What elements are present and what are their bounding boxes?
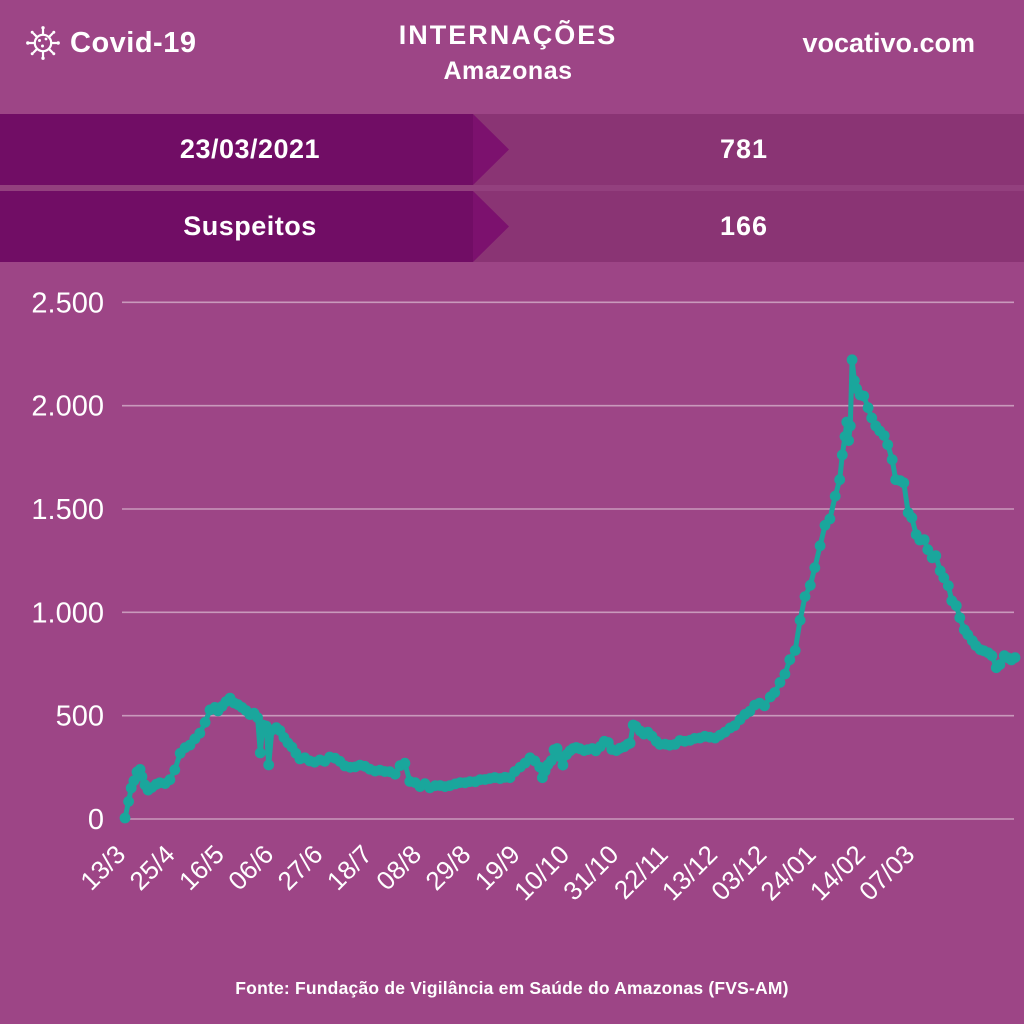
x-tick-label: 29/8 [419,839,476,896]
data-point [866,412,878,424]
data-point [128,775,140,787]
data-point [119,812,131,824]
data-point [994,659,1006,670]
covid-logo: Covid-19 [24,24,196,62]
x-tick-label: 24/01 [754,839,821,906]
data-point [199,716,211,728]
header: Covid-19 INTERNAÇÕES Amazonas vocativo.c… [0,0,1024,113]
data-point [263,759,275,771]
x-tick-label: 31/10 [557,839,624,906]
data-point [829,490,841,502]
data-point [254,747,266,759]
data-point [906,512,918,524]
x-tick-label: 22/11 [608,839,674,905]
x-tick-label: 06/6 [222,839,279,896]
data-point [862,402,874,414]
data-point [557,759,569,771]
data-point [814,540,826,552]
data-point [930,550,942,562]
data-point [769,687,781,698]
data-point [774,677,786,688]
data-point [844,420,856,432]
y-tick-label: 0 [88,804,104,836]
info-row-value: 166 [719,211,769,241]
x-tick-label: 08/8 [370,839,427,896]
data-point [824,513,836,525]
info-row-date: 23/03/2021 781 [0,114,1024,185]
footer: Fonte: Fundação de Vigilância em Saúde d… [0,978,1024,999]
data-point [794,614,806,626]
title-block: INTERNAÇÕES Amazonas [312,20,704,86]
data-point [799,591,811,602]
y-tick-label: 1.000 [31,597,104,629]
x-tick-label: 14/02 [804,839,871,906]
data-point [878,430,890,441]
virus-icon [26,26,60,60]
data-point [846,354,858,366]
x-tick-label: 13/3 [74,839,131,896]
data-point [399,757,411,769]
x-tick-label: 03/12 [705,839,772,906]
data-point [804,579,816,591]
data-point [123,796,134,807]
data-point [986,650,998,662]
data-point [136,771,148,782]
data-point [545,755,557,767]
data-point [950,600,962,612]
data-point [779,668,791,680]
x-tick-label: 25/4 [124,839,181,896]
data-point [389,768,401,780]
data-point [858,390,870,402]
info-row-suspects: Suspeitos 166 [0,191,1024,262]
site-label: vocativo.com [802,28,975,58]
data-point [942,580,954,592]
y-tick-label: 2.500 [31,287,104,319]
row-divider [0,185,1024,191]
data-point [843,435,854,446]
x-tick-label: 13/12 [656,839,723,906]
data-point [918,534,930,545]
data-point [784,654,796,666]
data-point [938,572,950,584]
data-point [922,544,934,556]
data-point [882,439,894,451]
data-point [809,562,821,574]
data-point [759,700,770,712]
data-point [194,727,206,739]
info-row-arrow [0,191,473,262]
x-tick-label: 10/10 [508,839,575,906]
data-point [169,764,181,776]
y-tick-label: 500 [56,701,104,733]
info-row-value: 781 [719,134,769,164]
source-text: Fonte: Fundação de Vigilância em Saúde d… [235,978,789,998]
y-tick-label: 2.000 [31,391,104,423]
page-title: INTERNAÇÕES [398,20,618,50]
data-point [551,743,563,754]
x-tick-label: 07/03 [853,839,920,906]
hospitalizations-line-chart: 0 500 1.000 1.500 2.000 2.500 13/3 25/4 16/5 06/6… [0,270,1024,940]
data-point [164,774,176,786]
x-tick-label: 16/5 [173,839,230,896]
data-point [789,645,801,656]
page-subtitle: Amazonas [443,57,573,85]
data-point [834,474,846,486]
info-row-label: 23/03/2021 [179,134,321,164]
data-point [954,612,966,624]
covid-label: Covid-19 [70,26,197,59]
data-point [898,477,910,489]
data-point [624,737,636,749]
x-tick-label: 27/6 [272,839,329,896]
x-tick-label: 18/7 [321,839,378,896]
data-point [886,454,898,465]
info-row-arrow [0,114,473,185]
data-point [836,449,848,461]
info-row-label: Suspeitos [183,211,317,241]
data-point [1009,652,1021,663]
y-tick-label: 1.500 [31,494,104,526]
